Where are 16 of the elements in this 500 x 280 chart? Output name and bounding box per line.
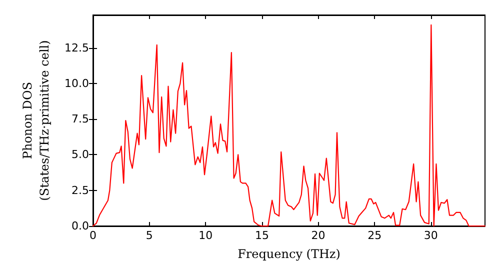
x-tick-label: 25 bbox=[368, 229, 382, 242]
x-axis-title: Frequency (THz) bbox=[238, 247, 340, 261]
x-tick-label: 5 bbox=[146, 229, 153, 242]
y-tick-label: 10.0 bbox=[64, 76, 89, 90]
y-tick-label: 2.5 bbox=[72, 184, 89, 197]
x-tick-label: 20 bbox=[311, 229, 326, 242]
line-series bbox=[92, 24, 486, 227]
x-tick-label: 0 bbox=[90, 229, 96, 242]
y-tick-label: 7.5 bbox=[72, 112, 89, 126]
y-tick-label: 5.0 bbox=[72, 148, 89, 162]
y-tick-label: 12.5 bbox=[64, 41, 89, 54]
x-tick-label: 10 bbox=[198, 229, 213, 242]
x-tick-label: 15 bbox=[254, 229, 269, 242]
x-tick-label: 30 bbox=[424, 229, 438, 242]
y-tick-label: 0.0 bbox=[72, 220, 89, 232]
y-axis-title: Phonon DOS (States/THz·primitive cell) bbox=[20, 40, 52, 201]
